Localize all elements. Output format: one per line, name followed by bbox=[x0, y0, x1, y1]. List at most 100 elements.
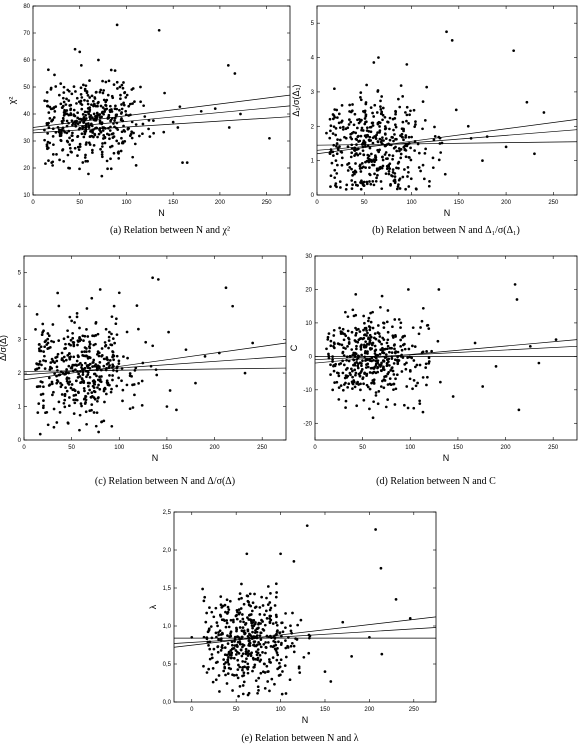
data-point bbox=[62, 337, 66, 341]
data-point bbox=[379, 99, 382, 103]
data-point bbox=[333, 87, 336, 91]
data-point bbox=[46, 423, 50, 427]
data-point bbox=[393, 117, 397, 120]
x-tick-label: 150 bbox=[454, 200, 465, 206]
data-point bbox=[331, 388, 335, 392]
data-point bbox=[345, 183, 349, 187]
data-point bbox=[117, 376, 120, 380]
data-point bbox=[418, 363, 422, 367]
data-point bbox=[380, 187, 384, 191]
data-point bbox=[425, 350, 428, 353]
data-point bbox=[364, 113, 368, 117]
data-point bbox=[102, 357, 106, 361]
data-point bbox=[96, 399, 99, 403]
data-point bbox=[368, 359, 372, 362]
data-point bbox=[34, 368, 37, 371]
data-point bbox=[81, 126, 84, 130]
data-point bbox=[359, 91, 363, 95]
data-point bbox=[107, 361, 110, 365]
data-point bbox=[361, 359, 364, 363]
data-point bbox=[105, 392, 108, 396]
data-point bbox=[390, 366, 394, 369]
data-point bbox=[365, 383, 369, 387]
data-point bbox=[83, 402, 87, 405]
data-point bbox=[72, 344, 76, 348]
data-point bbox=[554, 338, 558, 341]
data-point bbox=[111, 363, 114, 367]
data-point bbox=[231, 689, 234, 692]
data-point bbox=[235, 617, 239, 621]
data-point bbox=[101, 142, 104, 145]
data-point bbox=[47, 111, 51, 114]
data-point bbox=[99, 104, 103, 108]
data-point bbox=[88, 79, 91, 82]
data-point bbox=[404, 155, 408, 159]
data-point bbox=[121, 399, 124, 403]
data-point bbox=[384, 405, 388, 409]
data-point bbox=[97, 132, 101, 136]
data-point bbox=[380, 112, 383, 115]
data-point bbox=[436, 339, 440, 343]
data-point bbox=[125, 383, 129, 387]
data-point bbox=[235, 626, 238, 630]
data-point bbox=[96, 386, 99, 389]
data-point bbox=[344, 368, 348, 371]
data-point bbox=[354, 313, 358, 317]
data-point bbox=[328, 136, 332, 140]
data-point bbox=[236, 676, 240, 680]
data-point bbox=[88, 340, 91, 344]
data-point bbox=[46, 132, 49, 135]
data-point bbox=[360, 126, 364, 130]
data-point bbox=[261, 670, 265, 674]
data-point bbox=[354, 373, 357, 377]
data-point bbox=[90, 403, 94, 406]
data-point bbox=[237, 694, 240, 698]
data-point bbox=[400, 370, 404, 373]
data-point bbox=[83, 156, 87, 159]
data-point bbox=[405, 361, 408, 365]
data-point bbox=[439, 380, 442, 384]
data-point bbox=[406, 356, 409, 360]
data-point bbox=[57, 304, 61, 308]
data-point bbox=[383, 379, 387, 382]
data-point bbox=[115, 354, 119, 358]
data-point bbox=[91, 361, 95, 364]
data-point bbox=[343, 135, 346, 139]
data-point bbox=[350, 655, 353, 658]
plot-area bbox=[174, 524, 436, 698]
data-point bbox=[346, 344, 349, 348]
data-point bbox=[340, 119, 344, 123]
data-point bbox=[263, 686, 267, 690]
data-point bbox=[86, 159, 89, 163]
data-point bbox=[392, 139, 395, 143]
data-point bbox=[82, 83, 85, 87]
data-point bbox=[252, 658, 255, 661]
data-point bbox=[450, 39, 454, 42]
data-point bbox=[275, 651, 279, 654]
data-point bbox=[283, 664, 287, 667]
data-point bbox=[61, 106, 64, 109]
data-point bbox=[269, 645, 273, 648]
data-point bbox=[369, 335, 373, 339]
data-point bbox=[88, 350, 91, 353]
data-point bbox=[236, 635, 239, 638]
data-point bbox=[68, 356, 71, 359]
data-point bbox=[372, 382, 376, 385]
data-point bbox=[51, 393, 54, 397]
data-point bbox=[102, 98, 106, 102]
data-point bbox=[210, 656, 214, 660]
data-point bbox=[416, 381, 419, 385]
data-point bbox=[131, 383, 134, 387]
data-point bbox=[284, 655, 288, 659]
data-point bbox=[232, 656, 236, 660]
data-point bbox=[393, 133, 396, 136]
data-point bbox=[117, 291, 121, 295]
data-point bbox=[64, 103, 68, 106]
data-point bbox=[262, 642, 266, 646]
data-point bbox=[363, 372, 366, 375]
data-point bbox=[359, 98, 363, 102]
data-point bbox=[254, 629, 257, 632]
data-point bbox=[247, 665, 250, 669]
data-point bbox=[221, 646, 224, 650]
